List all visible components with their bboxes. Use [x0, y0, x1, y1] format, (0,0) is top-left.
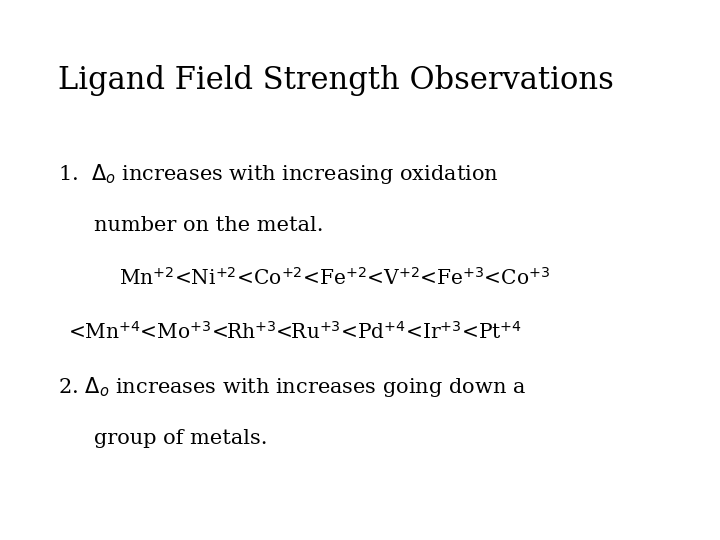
Text: number on the metal.: number on the metal.	[94, 216, 323, 235]
Text: 1.  $\Delta_o$ increases with increasing oxidation: 1. $\Delta_o$ increases with increasing …	[58, 162, 498, 186]
Text: group of metals.: group of metals.	[94, 429, 267, 448]
Text: <Mn$^{+4}$<Mo$^{+3}$<Rh$^{+3}$<Ru$^{+3}$<Pd$^{+4}$<Ir$^{+3}$<Pt$^{+4}$: <Mn$^{+4}$<Mo$^{+3}$<Rh$^{+3}$<Ru$^{+3}$…	[68, 321, 522, 343]
Text: Mn$^{+2}$<Ni$^{+2}$<Co$^{+2}$<Fe$^{+2}$<V$^{+2}$<Fe$^{+3}$<Co$^{+3}$: Mn$^{+2}$<Ni$^{+2}$<Co$^{+2}$<Fe$^{+2}$<…	[119, 267, 550, 289]
Text: 2. $\Delta_o$ increases with increases going down a: 2. $\Delta_o$ increases with increases g…	[58, 375, 526, 399]
Text: Ligand Field Strength Observations: Ligand Field Strength Observations	[58, 65, 613, 96]
